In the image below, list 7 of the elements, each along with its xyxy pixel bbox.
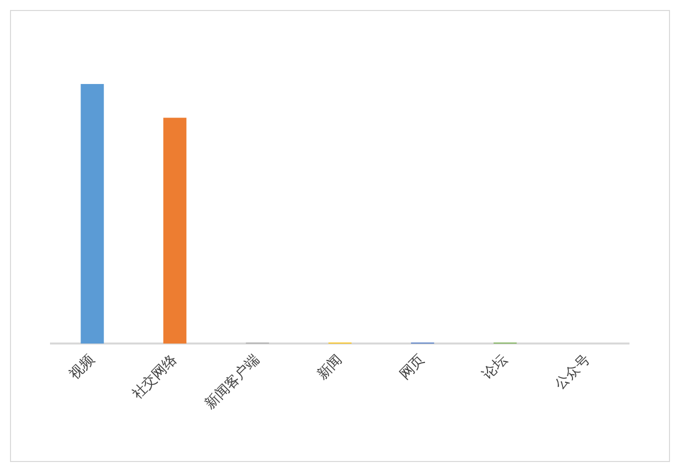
x-tick-label: 公众号 [552, 352, 594, 393]
x-tick-label: 视频 [66, 352, 98, 383]
x-tick-label: 新闻客户端 [202, 352, 263, 412]
x-tick-label: 社交网络 [129, 352, 180, 403]
x-tick-label: 论坛 [479, 352, 511, 383]
x-tick-label: 网页 [396, 352, 428, 383]
x-tick-label: 新闻 [314, 352, 346, 383]
